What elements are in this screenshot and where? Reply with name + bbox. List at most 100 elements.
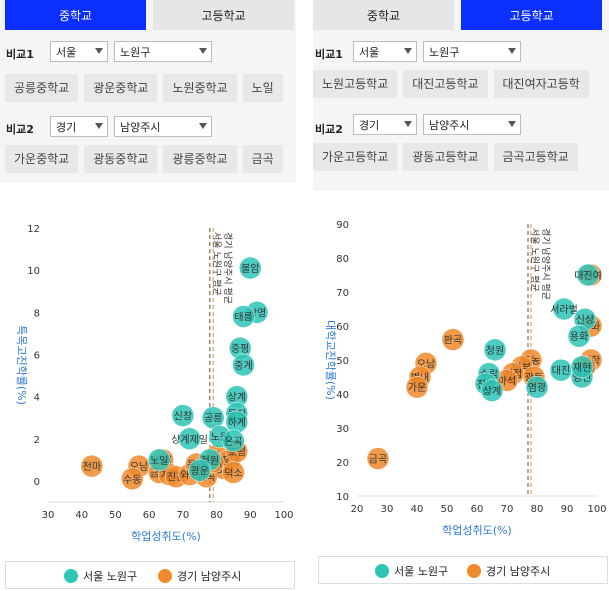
tab-middle-school[interactable]: 중학교: [313, 0, 454, 30]
legend-swatch: [467, 564, 481, 578]
data-point[interactable]: 서라벌: [550, 297, 578, 321]
data-point-marker: [232, 305, 255, 328]
data-point[interactable]: 금곡: [366, 447, 390, 470]
compare2-school-list: 가운중학교 광동중학교 광릉중학교 금곡: [5, 145, 296, 173]
data-point[interactable]: 용화: [567, 324, 591, 348]
school-chip[interactable]: 대진고등학교: [403, 70, 488, 98]
compare2-region-select[interactable]: 경기: [353, 114, 417, 135]
data-point-label: 청원: [486, 345, 504, 357]
data-point-label: 광운: [191, 465, 209, 477]
data-point-label: 마석: [498, 375, 516, 387]
school-chip[interactable]: 광동고등학교: [403, 143, 488, 171]
data-point[interactable]: 상계: [225, 385, 249, 408]
data-point[interactable]: 수동: [121, 467, 144, 491]
data-point-marker: [148, 448, 171, 472]
school-chip[interactable]: 광동중학교: [84, 145, 158, 173]
school-chip[interactable]: 광릉중학교: [163, 145, 237, 173]
data-point[interactable]: 대진여: [574, 263, 602, 287]
y-tick-label: 8: [34, 308, 40, 319]
compare1-district-select[interactable]: 노원구: [114, 41, 212, 62]
compare2-label: 비교2: [6, 123, 34, 136]
x-tick-label: 100: [587, 504, 606, 515]
data-point[interactable]: 중계: [232, 353, 255, 377]
x-tick-label: 40: [411, 504, 424, 515]
compare2-district-value: 남양주시: [120, 121, 161, 134]
data-point[interactable]: 청원: [483, 338, 507, 362]
data-point-marker: [552, 297, 576, 321]
data-point[interactable]: 공릉: [201, 406, 225, 429]
tab-middle-school[interactable]: 중학교: [5, 0, 146, 30]
data-point[interactable]: 광운: [188, 459, 211, 482]
data-point[interactable]: 상계: [480, 379, 504, 402]
data-point-marker: [188, 459, 211, 482]
data-point[interactable]: 상계제일: [171, 427, 208, 451]
tab-high-school[interactable]: 고등학교: [153, 0, 294, 30]
compare1-region-select[interactable]: 서울: [353, 41, 417, 62]
data-point-marker: [567, 324, 591, 348]
tab-high-school[interactable]: 고등학교: [461, 0, 602, 30]
school-chip[interactable]: 노일: [242, 74, 283, 102]
compare2-region-select[interactable]: 경기: [50, 116, 108, 137]
scatter-chart: 20 30 40 50 60 70 80 90 100102030405060708090학업성…: [324, 220, 607, 537]
compare1-region-select[interactable]: 서울: [50, 41, 108, 62]
compare2-region-value: 경기: [359, 119, 380, 132]
school-chip[interactable]: 광운중학교: [84, 74, 158, 102]
data-point-marker: [178, 427, 201, 451]
data-point-label: 판곡: [444, 335, 462, 347]
compare1-district-value: 노원구: [120, 46, 151, 59]
school-chip[interactable]: 금곡: [242, 145, 283, 173]
data-point[interactable]: 염광: [525, 375, 549, 399]
data-point[interactable]: 노일: [148, 448, 171, 472]
data-point-label: 중평: [231, 343, 249, 355]
compare1-district-value: 노원구: [429, 46, 460, 59]
compare2-district-select[interactable]: 남양주시: [114, 116, 212, 137]
x-tick-label: 60: [143, 510, 156, 521]
school-chip[interactable]: 가운고등학교: [313, 143, 398, 171]
data-point[interactable]: 대진: [549, 358, 573, 382]
school-chip[interactable]: 노원중학교: [163, 74, 237, 102]
y-tick-label: 0: [34, 477, 40, 488]
school-chip[interactable]: 공릉중학교: [5, 74, 79, 102]
data-point-label: 노일: [150, 455, 168, 467]
data-point-marker: [222, 461, 245, 484]
middle-school-panel: 중학교 고등학교 비교1 서울 노원구 공릉중학교 광운중학교 노원중학교 노일 비교…: [0, 0, 296, 591]
school-chip[interactable]: 노원고등학교: [313, 70, 398, 98]
data-point[interactable]: 판곡: [441, 328, 465, 351]
legend-item-seoul[interactable]: 서울 노원구: [375, 563, 448, 579]
x-tick-label: 80: [210, 510, 223, 521]
data-point[interactable]: 온곡: [222, 429, 245, 453]
x-tick-label: 40: [75, 510, 88, 521]
data-point[interactable]: 천마: [80, 454, 104, 478]
y-tick-label: 70: [336, 288, 349, 299]
y-tick-label: 6: [34, 350, 40, 361]
data-point[interactable]: 신상: [573, 307, 597, 331]
data-point-label: 염광: [528, 382, 546, 394]
data-point[interactable]: 중평: [228, 336, 252, 360]
y-tick-label: 30: [336, 424, 349, 435]
compare2-label: 비교2: [315, 123, 343, 136]
data-point[interactable]: 신창: [171, 404, 195, 427]
legend-item-gyeonggi[interactable]: 경기 남양주시: [158, 568, 241, 584]
data-point[interactable]: 태릉: [232, 305, 255, 328]
data-point[interactable]: 가운: [405, 375, 429, 399]
compare2-district-select[interactable]: 남양주시: [423, 114, 521, 135]
school-chip[interactable]: 가운중학교: [5, 145, 79, 173]
legend-item-gyeonggi[interactable]: 경기 남양주시: [467, 563, 550, 579]
data-point[interactable]: 불암: [239, 256, 262, 280]
chevron-down-icon: [199, 48, 207, 54]
chevron-down-icon: [508, 121, 516, 127]
x-tick-label: 90: [244, 510, 257, 521]
compare1-district-select[interactable]: 노원구: [423, 41, 521, 62]
school-chip[interactable]: 대진여자고등학: [493, 70, 589, 98]
compare2-district-value: 남양주시: [429, 119, 470, 132]
data-point[interactable]: 덕소: [222, 461, 245, 484]
legend-item-seoul[interactable]: 서울 노원구: [64, 568, 137, 584]
data-point[interactable]: 하계: [225, 410, 249, 434]
data-point-marker: [576, 263, 600, 287]
data-point-label: 천마: [83, 461, 101, 473]
school-chip[interactable]: 금곡고등학교: [493, 143, 578, 171]
chevron-down-icon: [95, 48, 103, 54]
data-point-marker: [525, 375, 549, 399]
data-point[interactable]: 재현: [570, 355, 594, 379]
x-tick-label: 60: [471, 504, 484, 515]
